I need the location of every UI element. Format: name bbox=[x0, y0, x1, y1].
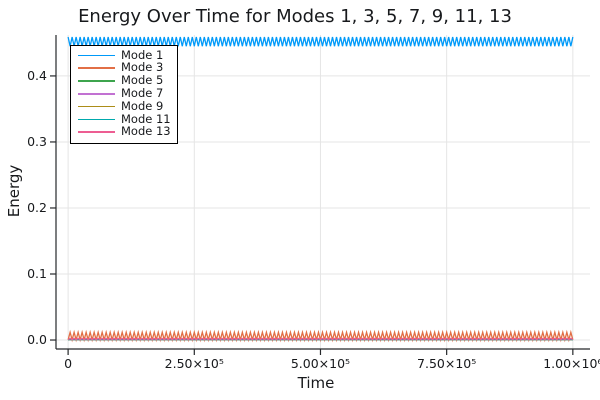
legend-item-mode-11: Mode 11 bbox=[71, 113, 177, 126]
x-tick-label: 7.50×10⁵ bbox=[417, 356, 476, 371]
y-axis-label: Energy bbox=[5, 164, 23, 218]
series-line-mode-13 bbox=[67, 337, 574, 341]
legend-item-mode-5: Mode 5 bbox=[71, 75, 177, 88]
legend-line-swatch bbox=[78, 105, 115, 108]
y-tick-label: 0.4 bbox=[27, 68, 47, 83]
legend-item-mode-9: Mode 9 bbox=[71, 100, 177, 113]
y-tick-label: 0.3 bbox=[27, 134, 47, 149]
legend-line-swatch bbox=[78, 80, 115, 82]
series-line-mode-1 bbox=[67, 36, 574, 47]
legend-line-swatch bbox=[78, 92, 115, 95]
x-axis-label: Time bbox=[297, 374, 335, 392]
legend: Mode 1 Mode 3 Mode 5 Mode 7 Mode 9 Mode … bbox=[70, 45, 178, 144]
legend-label: Mode 1 bbox=[121, 47, 164, 62]
legend-line-swatch bbox=[78, 67, 115, 69]
legend-line-swatch bbox=[78, 54, 115, 57]
y-tick-label: 0.0 bbox=[27, 332, 47, 347]
legend-label: Mode 9 bbox=[121, 98, 164, 113]
legend-item-mode-7: Mode 7 bbox=[71, 87, 177, 100]
y-tick-label: 0.1 bbox=[27, 266, 47, 281]
legend-label: Mode 7 bbox=[121, 86, 164, 101]
legend-label: Mode 13 bbox=[121, 124, 171, 139]
x-tick-label: 0 bbox=[64, 356, 72, 371]
x-tick-label: 5.00×10⁵ bbox=[291, 356, 350, 371]
x-tick-label: 1.00×10⁶ bbox=[543, 356, 600, 371]
legend-line-swatch bbox=[78, 131, 115, 133]
legend-line-swatch bbox=[78, 118, 115, 121]
legend-item-mode-1: Mode 1 bbox=[71, 49, 177, 62]
chart-title: Energy Over Time for Modes 1, 3, 5, 7, 9… bbox=[78, 6, 512, 27]
legend-item-mode-13: Mode 13 bbox=[71, 126, 177, 139]
x-tick-label: 2.50×10⁵ bbox=[165, 356, 224, 371]
legend-label: Mode 3 bbox=[121, 60, 164, 75]
legend-item-mode-3: Mode 3 bbox=[71, 62, 177, 75]
legend-label: Mode 5 bbox=[121, 73, 164, 88]
legend-label: Mode 11 bbox=[121, 111, 171, 126]
y-tick-label: 0.2 bbox=[27, 200, 47, 215]
